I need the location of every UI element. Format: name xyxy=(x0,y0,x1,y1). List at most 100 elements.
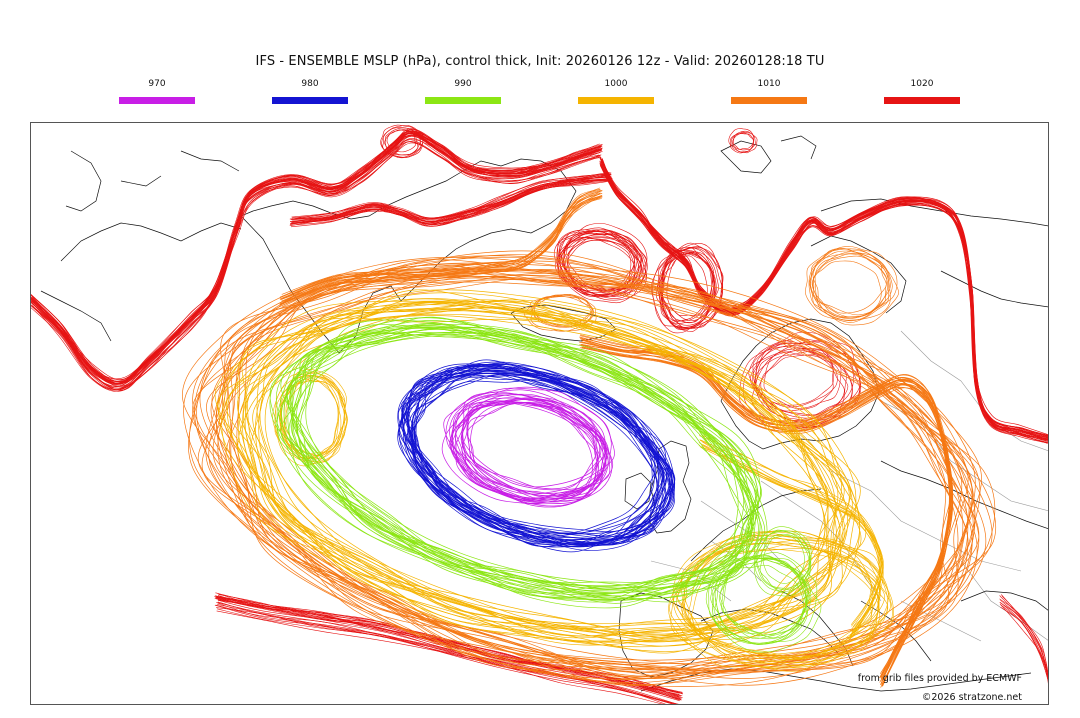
isobar-1020 xyxy=(562,229,642,293)
isobar-970 xyxy=(454,401,597,500)
legend-item-970: 970 xyxy=(118,79,196,104)
source-credit: from grib files provided by ECMWF xyxy=(857,673,1022,684)
isobar-990 xyxy=(711,557,807,645)
isobar-1020 xyxy=(216,610,664,704)
isobar-1020 xyxy=(656,255,708,322)
isobar-1010 xyxy=(217,281,969,685)
isobar-990 xyxy=(287,326,754,603)
isobar-1020 xyxy=(291,177,612,224)
legend-label: 970 xyxy=(148,79,166,89)
isobar-990 xyxy=(762,535,805,584)
isobar-1010 xyxy=(812,251,899,326)
isobar-990 xyxy=(721,558,808,636)
isobar-1010 xyxy=(236,260,981,679)
isobar-990 xyxy=(286,322,758,589)
isobar-980 xyxy=(397,367,663,541)
isobar-980 xyxy=(400,365,667,544)
isobar-1010 xyxy=(810,250,893,318)
isobar-1020 xyxy=(31,139,601,390)
isobar-1020 xyxy=(600,164,1048,441)
legend-label: 1020 xyxy=(910,79,934,89)
legend-swatch xyxy=(119,97,195,104)
isobar-1010 xyxy=(279,189,600,299)
isobar-970 xyxy=(467,401,609,498)
isobar-990 xyxy=(276,327,755,599)
isobar-1020 xyxy=(290,178,613,226)
isobar-970 xyxy=(461,394,599,488)
isobar-1020 xyxy=(32,141,602,391)
isobar-1000 xyxy=(255,292,826,630)
isobar-990 xyxy=(711,557,822,653)
isobar-1000 xyxy=(225,317,829,648)
legend-item-1010: 1010 xyxy=(730,79,808,104)
isobar-1020 xyxy=(602,167,1048,444)
legend-label: 1000 xyxy=(604,79,628,89)
isobar-1010 xyxy=(280,189,603,300)
isobar-970 xyxy=(461,402,608,503)
isobar-1020 xyxy=(217,602,679,704)
legend-item-1020: 1020 xyxy=(883,79,961,104)
isobar-1020 xyxy=(216,607,676,704)
isobar-1010 xyxy=(225,273,970,665)
isobar-980 xyxy=(411,365,667,537)
legend-item-980: 980 xyxy=(271,79,349,104)
isobar-1020 xyxy=(601,160,1048,442)
isobar-980 xyxy=(401,363,665,539)
copyright-credit: ©2026 stratzone.net xyxy=(921,692,1022,703)
isobar-1000 xyxy=(683,530,889,660)
isobar-1020 xyxy=(728,128,754,150)
isobar-1010 xyxy=(229,276,987,672)
legend-item-1000: 1000 xyxy=(577,79,655,104)
isobar-990 xyxy=(719,556,809,637)
isobar-980 xyxy=(398,366,674,544)
isobar-1010 xyxy=(192,272,976,679)
isobar-1010 xyxy=(808,248,891,318)
isobar-1010 xyxy=(579,335,951,676)
isobar-970 xyxy=(449,394,607,504)
pressure-map xyxy=(31,124,1048,704)
isobar-1010 xyxy=(280,196,603,305)
isobar-1000 xyxy=(701,434,881,625)
isobar-1010 xyxy=(194,269,973,686)
isobar-1020 xyxy=(565,236,648,301)
isobar-990 xyxy=(705,554,807,644)
isobar-1000 xyxy=(677,534,888,663)
isobar-980 xyxy=(398,359,664,546)
isobar-1020 xyxy=(556,229,643,297)
isobar-1000 xyxy=(689,548,891,666)
isobar-1010 xyxy=(201,277,973,679)
isobar-1020 xyxy=(750,345,834,412)
isobar-970 xyxy=(443,389,600,495)
legend-swatch xyxy=(578,97,654,104)
isobar-1020 xyxy=(290,178,610,227)
isobar-1000 xyxy=(683,539,895,669)
isobar-1000 xyxy=(264,298,841,635)
isobar-1010 xyxy=(809,252,888,322)
isobar-1020 xyxy=(31,141,601,390)
isobar-1020 xyxy=(31,134,603,384)
isobar-970 xyxy=(445,391,604,501)
isobar-1000 xyxy=(702,444,884,638)
isobar-1020 xyxy=(558,238,635,297)
isobar-990 xyxy=(759,533,810,589)
isobar-1020 xyxy=(215,604,678,704)
isobar-980 xyxy=(398,369,673,548)
isobar-1010 xyxy=(281,193,601,302)
legend-label: 1010 xyxy=(757,79,781,89)
legend-swatch xyxy=(884,97,960,104)
isobar-1020 xyxy=(31,133,602,385)
isobar-1010 xyxy=(205,255,969,661)
isobar-990 xyxy=(710,552,818,646)
isobar-980 xyxy=(407,372,658,548)
isobar-1000 xyxy=(218,289,857,637)
isobar-1020 xyxy=(291,175,612,223)
isobar-1020 xyxy=(999,602,1048,675)
isobar-980 xyxy=(407,367,673,546)
isobar-1020 xyxy=(291,174,611,219)
isobar-980 xyxy=(398,364,659,535)
isobar-1000 xyxy=(245,309,844,631)
isobar-970 xyxy=(452,401,607,507)
isobar-990 xyxy=(714,564,804,644)
isobar-1010 xyxy=(523,296,593,332)
isobar-990 xyxy=(290,332,757,587)
